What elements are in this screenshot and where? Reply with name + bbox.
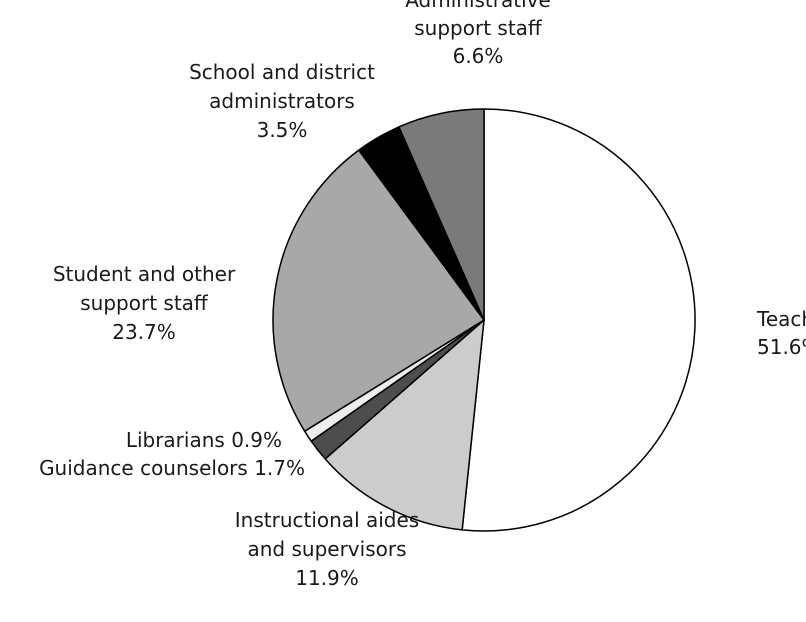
pie-labels: Teachers 51.6% Instructional aides and supe… bbox=[39, 0, 806, 590]
slice-name-admin-support-line-1: Administrative bbox=[405, 0, 551, 12]
slice-name-student-support-line-2: support staff bbox=[80, 291, 209, 315]
slice-label-librarians: Librarians 0.9% bbox=[126, 428, 282, 452]
slice-name-student-support-line-1: Student and other bbox=[53, 262, 236, 286]
slice-name-teachers-line-1: Teachers bbox=[756, 307, 806, 331]
slice-name-guidance-counselors: Guidance counselors bbox=[39, 456, 254, 480]
slice-percent-admin-support: 6.6% bbox=[453, 44, 504, 68]
pie-slice-admin-support bbox=[398, 108, 485, 321]
pie-slices bbox=[272, 108, 696, 532]
slice-percent-librarians: 0.9% bbox=[231, 428, 282, 452]
slice-name-administrators-line-1: School and district bbox=[189, 60, 375, 84]
pie-slice-student-support bbox=[272, 149, 485, 432]
slice-percent-instructional-aides: 11.9% bbox=[295, 566, 359, 590]
slice-percent-student-support: 23.7% bbox=[112, 320, 176, 344]
slice-percent-administrators: 3.5% bbox=[257, 118, 308, 142]
slice-name-instructional-aides-line-1: Instructional aides bbox=[235, 508, 419, 532]
slice-label-instructional-aides: Instructional aides and supervisors 11.9% bbox=[235, 508, 419, 590]
slice-percent-teachers: 51.6% bbox=[757, 335, 806, 359]
pie-slice-teachers bbox=[461, 108, 696, 532]
slice-label-teachers: Teachers 51.6% bbox=[756, 307, 806, 359]
slice-percent-guidance-counselors: 1.7% bbox=[254, 456, 305, 480]
pie-slice-instructional-aides bbox=[324, 319, 485, 531]
slice-label-guidance-counselors: Guidance counselors 1.7% bbox=[39, 456, 305, 480]
slice-label-administrators: School and district administrators 3.5% bbox=[189, 60, 375, 142]
slice-label-student-support: Student and other support staff 23.7% bbox=[53, 262, 236, 344]
slice-label-admin-support: Administrative support staff 6.6% bbox=[405, 0, 551, 68]
slice-name-administrators-line-2: administrators bbox=[209, 89, 355, 113]
slice-name-librarians: Librarians bbox=[126, 428, 231, 452]
slice-name-admin-support-line-2: support staff bbox=[414, 16, 543, 40]
slice-name-instructional-aides-line-2: and supervisors bbox=[248, 537, 407, 561]
